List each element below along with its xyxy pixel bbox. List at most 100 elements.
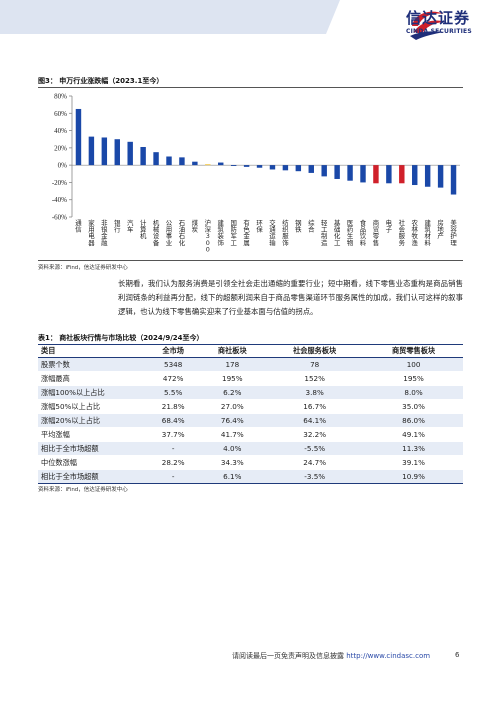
bar xyxy=(166,156,172,166)
x-tick-label: 煤炭 xyxy=(192,218,199,234)
header-band xyxy=(0,0,340,34)
figure-bottom-rule xyxy=(38,260,463,261)
y-tick-label: 60% xyxy=(54,110,67,118)
header-all-market: 全市场 xyxy=(147,344,200,358)
y-tick-label: 80% xyxy=(54,93,67,101)
table-row: 中位数涨幅 28.2% 34.3% 24.7% 39.1% xyxy=(38,455,463,470)
industry-change-bar-chart: 80% 60% 40% 20% 0% -20% -40% -60% 通信家用电器非银金融银行汽车… xyxy=(52,93,460,253)
table-cell: 24.7% xyxy=(265,455,365,470)
header-commerce-social: 商社板块 xyxy=(199,344,266,358)
x-tick-label: 环保 xyxy=(256,219,263,234)
table-cell: 10.9% xyxy=(364,469,463,484)
table-cell: 64.1% xyxy=(265,413,365,428)
row-label: 相比于全市场超额 xyxy=(38,469,147,484)
bar xyxy=(373,165,379,184)
table-header-row: 类目 全市场 商社板块 社会服务板块 商贸零售板块 xyxy=(38,344,463,358)
bar xyxy=(282,165,289,171)
table-cell: 5.5% xyxy=(147,385,200,400)
bar xyxy=(308,165,314,173)
bar xyxy=(269,165,276,170)
x-tick-label: 钢铁 xyxy=(295,219,302,234)
header-category: 类目 xyxy=(38,344,147,358)
bar xyxy=(205,164,211,166)
table-cell: 27.0% xyxy=(199,399,266,414)
y-tick-label: 20% xyxy=(54,144,67,152)
x-tick-label: 基础化工 xyxy=(334,218,341,247)
row-label: 相比于全市场超额 xyxy=(38,441,147,456)
bar xyxy=(412,165,418,186)
x-tick-label: 电子 xyxy=(386,218,393,234)
table-cell: 28.2% xyxy=(147,455,200,470)
row-label: 涨幅100%以上占比 xyxy=(38,385,147,400)
x-tick-label: 有色金属 xyxy=(243,218,250,247)
x-tick-label: 美容护理 xyxy=(450,218,457,247)
table-cell: 195% xyxy=(364,371,463,386)
x-tick-label: 公用事业 xyxy=(166,219,173,247)
table-cell: 41.7% xyxy=(199,427,266,442)
header-social-services: 社会服务板块 xyxy=(265,344,365,358)
table-cell: - xyxy=(147,441,200,456)
row-label: 股票个数 xyxy=(38,357,147,372)
x-tick-label: 家用电器 xyxy=(88,218,95,247)
table-row: 相比于全市场超额 -6.1% -3.5% 10.9% xyxy=(38,469,463,484)
table-cell: 16.7% xyxy=(265,399,365,414)
bar xyxy=(399,165,405,184)
table-cell: 178 xyxy=(199,357,266,372)
bar xyxy=(347,165,353,181)
x-tick-label: 机械设备 xyxy=(153,218,160,247)
table-cell: 35.0% xyxy=(364,399,463,414)
bar xyxy=(334,165,340,179)
table-caption: 表1： 商社板块行情与市场比较（2024/9/24至今） xyxy=(38,334,204,342)
y-tick-label: 40% xyxy=(54,127,67,135)
x-tick-label: 国防军工 xyxy=(230,219,237,247)
brand-name-en: CINDA SECURITIES xyxy=(406,28,472,35)
bar xyxy=(127,141,133,166)
x-tick-label: 综合 xyxy=(308,218,315,234)
bar xyxy=(140,146,146,166)
row-label: 中位数涨幅 xyxy=(38,455,147,470)
x-tick-label: 医药生物 xyxy=(347,219,354,247)
table-cell: 39.1% xyxy=(364,455,463,470)
table-cell: 100 xyxy=(364,357,463,372)
x-tick-label: 石油石化 xyxy=(179,219,186,247)
table-cell: 152% xyxy=(265,371,365,386)
body-paragraph: 长期看，我们认为服务消费是引领全社会走出通缩的重要行业；短中期看，线下零售业态重… xyxy=(118,279,463,316)
bar xyxy=(114,139,120,166)
footer-disclaimer: 请阅读最后一页免责声明及信息披露 xyxy=(232,652,344,660)
table-cell: 76.4% xyxy=(199,413,266,428)
footer-url-link[interactable]: http://www.cindasc.com xyxy=(346,652,431,660)
bar xyxy=(450,165,457,195)
figure-caption: 图3： 申万行业涨跌幅（2023.1至今） xyxy=(38,77,164,85)
y-tick-label: -20% xyxy=(52,179,67,187)
x-tick-label: 通信 xyxy=(75,218,82,234)
brand-name-cn: 信达证券 xyxy=(406,9,471,27)
table-cell: -5.5% xyxy=(265,441,365,456)
table-cell: 78 xyxy=(265,357,365,372)
table-cell: -3.5% xyxy=(265,469,365,484)
table-cell: 195% xyxy=(199,371,266,386)
bar xyxy=(88,136,95,166)
x-tick-label: 农林牧渔 xyxy=(412,218,419,247)
row-label: 涨幅50%以上占比 xyxy=(38,399,147,414)
table-row: 涨幅20%以上占比 68.4% 76.4% 64.1% 86.0% xyxy=(38,413,463,428)
bar xyxy=(218,162,224,166)
bar xyxy=(153,152,159,166)
comparison-table: 类目 全市场 商社板块 社会服务板块 商贸零售板块 股票个数 5348 178 78 1… xyxy=(38,344,463,484)
x-tick-label: 计算机 xyxy=(140,218,147,240)
table-cell: 11.3% xyxy=(364,441,463,456)
table-cell: 49.1% xyxy=(364,427,463,442)
table-cell: 5348 xyxy=(147,357,200,372)
row-label: 平均涨幅 xyxy=(38,427,147,442)
page-number: 6 xyxy=(455,651,460,659)
figure-top-rule xyxy=(38,87,463,88)
table-cell: 68.4% xyxy=(147,413,200,428)
bar xyxy=(101,137,108,166)
x-tick-label: 汽车 xyxy=(127,218,134,234)
table-cell: - xyxy=(147,469,200,484)
y-tick-label: 0% xyxy=(58,162,68,170)
x-tick-label: 轻工制造 xyxy=(321,218,328,247)
table-cell: 472% xyxy=(147,371,200,386)
footer: 请阅读最后一页免责声明及信息披露 http://www.cindasc.com xyxy=(232,651,430,661)
table-cell: 21.8% xyxy=(147,399,200,414)
cinda-logo-icon xyxy=(410,11,446,40)
